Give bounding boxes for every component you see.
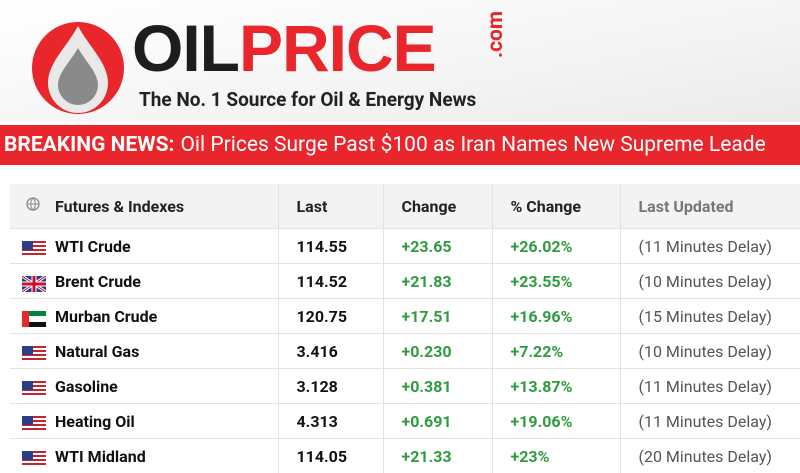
flag-icon bbox=[22, 276, 46, 292]
table-cell: +21.83 bbox=[383, 264, 492, 299]
table-row[interactable]: Natural Gas 3.416+0.230+7.22%(10 Minutes … bbox=[10, 334, 800, 369]
price-table: Futures & Indexes Last Change % Change L… bbox=[10, 184, 800, 473]
instrument-name[interactable]: WTI Crude bbox=[55, 237, 131, 256]
table-cell: +0.381 bbox=[383, 369, 492, 404]
logo-text: PRICE bbox=[239, 11, 436, 85]
table-cell: 114.05 bbox=[278, 439, 383, 473]
table-cell: +23.65 bbox=[383, 229, 492, 264]
table-cell: WTI Crude bbox=[10, 229, 278, 264]
table-cell: +21.33 bbox=[383, 439, 492, 473]
table-cell: +13.87% bbox=[492, 369, 620, 404]
flag-icon bbox=[22, 346, 46, 362]
instrument-name[interactable]: Natural Gas bbox=[55, 342, 139, 361]
breaking-label: BREAKING NEWS: bbox=[4, 133, 174, 157]
table-row[interactable]: WTI Midland 114.05+21.33+23%(20 Minutes D… bbox=[10, 439, 800, 473]
headline: Oil Prices Surge Past $100 as Iran Names… bbox=[180, 133, 765, 157]
logo-suffix: .com bbox=[484, 11, 508, 58]
table-cell: +7.22% bbox=[492, 334, 620, 369]
logo-text: OIL bbox=[132, 11, 239, 85]
table-cell: (11 Minutes Delay) bbox=[620, 229, 800, 264]
flag-icon bbox=[22, 311, 46, 327]
column-header: Last bbox=[278, 184, 383, 229]
table-cell: Gasoline bbox=[10, 369, 278, 404]
table-cell: Natural Gas bbox=[10, 334, 278, 369]
table-cell: +16.96% bbox=[492, 299, 620, 334]
table-cell: (11 Minutes Delay) bbox=[620, 404, 800, 439]
table-cell: Heating Oil bbox=[10, 404, 278, 439]
table-cell: (10 Minutes Delay) bbox=[620, 334, 800, 369]
instrument-name[interactable]: Heating Oil bbox=[55, 412, 135, 431]
table-cell: (20 Minutes Delay) bbox=[620, 439, 800, 473]
column-header-text: Futures & Indexes bbox=[55, 197, 184, 216]
header-row: Futures & Indexes Last Change % Change L… bbox=[10, 184, 800, 229]
table-cell: (15 Minutes Delay) bbox=[620, 299, 800, 334]
table-cell: +26.02% bbox=[492, 229, 620, 264]
table-row[interactable]: Murban Crude 120.75+17.51+16.96%(15 Minut… bbox=[10, 299, 800, 334]
table-cell: (11 Minutes Delay) bbox=[620, 369, 800, 404]
table-cell: 3.416 bbox=[278, 334, 383, 369]
table-cell: 4.313 bbox=[278, 404, 383, 439]
table-cell: 120.75 bbox=[278, 299, 383, 334]
table-cell: (10 Minutes Delay) bbox=[620, 264, 800, 299]
table-cell: WTI Midland bbox=[10, 439, 278, 473]
logo-icon[interactable] bbox=[28, 18, 128, 118]
breaking-news[interactable]: BREAKING NEWS:Oil Prices Surge Past $100… bbox=[0, 125, 800, 165]
table-cell: 114.55 bbox=[278, 229, 383, 264]
table-cell: +0.691 bbox=[383, 404, 492, 439]
table-cell: +17.51 bbox=[383, 299, 492, 334]
tagline: The No. 1 Source for Oil & Energy News bbox=[139, 88, 476, 111]
table-row[interactable]: Brent Crude 114.52+21.83+23.55%(10 Minute… bbox=[10, 264, 800, 299]
column-header: Futures & Indexes bbox=[10, 184, 278, 229]
column-header: Last Updated bbox=[620, 184, 800, 229]
instrument-name[interactable]: WTI Midland bbox=[55, 447, 146, 466]
flag-icon bbox=[22, 451, 46, 467]
table-row[interactable]: WTI Crude 114.55+23.65+26.02%(11 Minutes … bbox=[10, 229, 800, 264]
instrument-name[interactable]: Murban Crude bbox=[55, 307, 157, 326]
table-cell: +19.06% bbox=[492, 404, 620, 439]
logo[interactable]: OILPRICE bbox=[132, 8, 436, 88]
instrument-name[interactable]: Gasoline bbox=[55, 377, 118, 396]
table-cell: +23.55% bbox=[492, 264, 620, 299]
header: OILPRICE .com The No. 1 Source for Oil &… bbox=[0, 0, 800, 122]
table-row[interactable]: Heating Oil 4.313+0.691+19.06%(11 Minutes… bbox=[10, 404, 800, 439]
table-cell: 3.128 bbox=[278, 369, 383, 404]
table-cell: +0.230 bbox=[383, 334, 492, 369]
flag-icon bbox=[22, 381, 46, 397]
table-cell: +23% bbox=[492, 439, 620, 473]
table-cell: Murban Crude bbox=[10, 299, 278, 334]
column-header: Change bbox=[383, 184, 492, 229]
table-cell: 114.52 bbox=[278, 264, 383, 299]
flag-icon bbox=[22, 416, 46, 432]
flag-icon bbox=[22, 241, 46, 257]
table-cell: Brent Crude bbox=[10, 264, 278, 299]
table-row[interactable]: Gasoline 3.128+0.381+13.87%(11 Minutes De… bbox=[10, 369, 800, 404]
column-header: % Change bbox=[492, 184, 620, 229]
instrument-name[interactable]: Brent Crude bbox=[55, 272, 141, 291]
